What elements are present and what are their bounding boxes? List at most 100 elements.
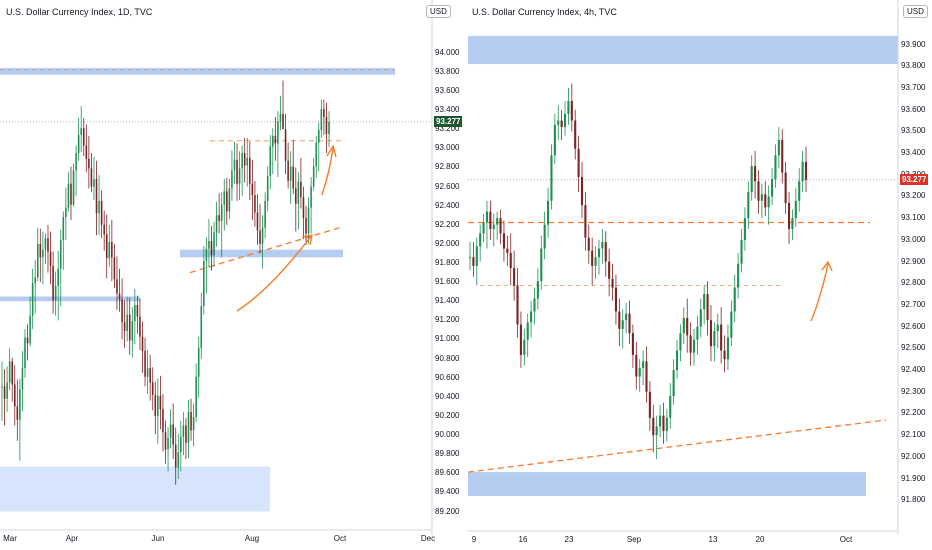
y-tick-label: 92.800 [435,162,460,172]
candle-0-41 [105,214,108,279]
zone-0-0 [0,68,395,75]
candle-1-98 [801,150,804,193]
x-tick-label: Mar [3,534,17,543]
candle-1-27 [560,109,563,141]
candle-0-123 [315,135,318,178]
y-tick-label: 92.800 [901,278,926,288]
zone-0-3 [0,466,270,512]
candle-0-44 [113,243,116,288]
x-tick-label: Dec [420,534,436,543]
candle-0-76 [195,363,197,422]
candle-1-7 [492,213,495,247]
candle-0-4 [11,357,14,402]
candle-1-97 [798,168,801,212]
candle-0-47 [121,278,123,340]
candle-1-45 [621,309,624,349]
candle-1-91 [777,127,780,169]
candle-0-63 [162,393,164,452]
candle-1-72 [713,322,716,362]
candle-1-2 [475,237,478,286]
candle-1-34 [584,192,587,251]
candle-0-45 [116,256,118,310]
candle-1-71 [709,304,713,362]
candle-1-23 [547,187,550,238]
candle-0-30 [77,117,80,161]
candle-0-7 [19,378,21,461]
candle-0-67 [172,403,174,459]
y-tick-label: 93.200 [435,124,460,134]
candle-1-81 [743,207,746,251]
candle-0-69 [177,434,180,480]
candle-0-92 [236,143,238,201]
candle-0-38 [98,175,100,236]
candle-0-111 [284,113,287,175]
candle-0-80 [205,237,208,294]
candle-0-124 [317,122,320,172]
candle-0-77 [197,336,200,398]
y-tick-label: 93.800 [901,61,926,71]
candle-1-86 [760,183,763,219]
candle-1-99 [804,146,808,193]
candle-0-39 [100,190,103,239]
candle-1-25 [553,113,556,164]
candle-1-95 [791,209,794,240]
arrow-0-1 [321,144,337,196]
y-tick-label: 93.500 [901,126,926,136]
candle-0-58 [149,354,151,401]
candle-1-67 [696,315,699,355]
candle-1-63 [682,307,685,345]
candle-0-83 [213,221,215,267]
y-tick-label: 92.900 [901,256,926,266]
y-tick-label: 92.700 [901,299,926,309]
candle-0-56 [144,337,146,387]
x-tick-label: 23 [564,535,574,544]
candle-1-80 [740,229,743,273]
candle-0-5 [13,365,16,426]
candle-1-77 [730,300,733,347]
candle-0-106 [272,128,274,175]
trend-line-1-0 [467,419,887,473]
zone-0-2 [0,296,140,302]
chart-right-currency[interactable]: USD [903,5,928,18]
candle-1-64 [686,298,689,353]
y-tick-label: 93.100 [901,213,926,223]
candle-0-11 [29,296,31,347]
candle-0-74 [190,398,192,441]
candle-0-27 [70,166,72,221]
candle-1-56 [659,404,662,438]
candle-1-19 [533,287,536,325]
candle-1-41 [608,248,611,297]
candle-0-1 [3,369,6,426]
y-tick-label: 92.300 [901,386,926,396]
y-tick-label: 92.400 [435,200,460,210]
candle-0-75 [192,403,195,447]
candle-0-66 [169,409,172,449]
candle-1-31 [574,109,577,160]
candle-0-98 [251,159,254,221]
candle-1-47 [628,300,631,345]
candle-1-6 [489,200,492,240]
candle-1-53 [648,380,651,431]
candle-1-76 [726,324,729,371]
candle-1-29 [567,87,570,125]
candle-0-40 [103,210,105,251]
candle-0-97 [249,141,251,200]
y-tick-label: 94.000 [435,47,460,57]
y-tick-label: 93.600 [901,104,926,114]
x-tick-label: 20 [755,535,765,544]
candle-0-108 [277,111,279,178]
candle-0-20 [52,251,54,314]
chart-left-currency[interactable]: USD [426,5,451,18]
candle-1-49 [635,341,638,390]
y-tick-label: 90.600 [435,372,460,382]
candle-1-48 [631,324,634,368]
candle-0-103 [264,192,266,239]
candle-0-115 [294,167,297,232]
y-tick-label: 90.400 [435,391,460,401]
candle-0-117 [300,157,302,209]
chart-left-price-label: 93.277 [434,116,463,128]
candle-1-59 [669,383,672,429]
candle-0-16 [42,231,44,285]
candle-0-119 [305,205,307,245]
candle-1-18 [530,300,533,338]
